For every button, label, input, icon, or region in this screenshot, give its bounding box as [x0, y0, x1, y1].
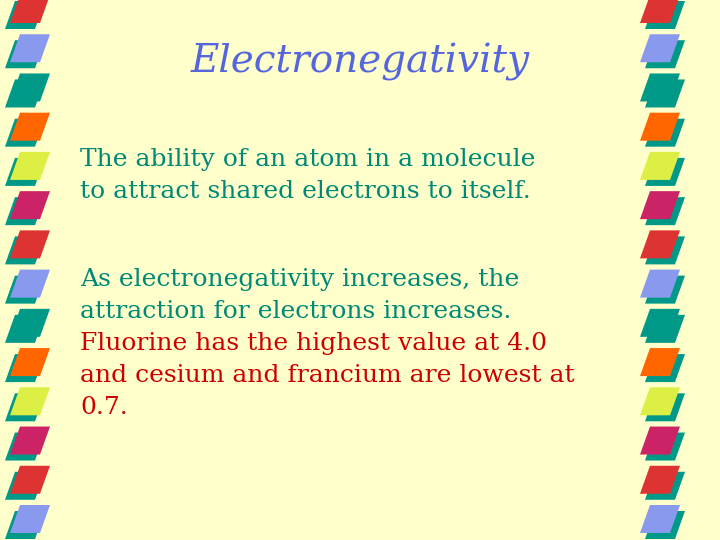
Polygon shape — [640, 0, 680, 23]
Polygon shape — [5, 40, 45, 68]
Polygon shape — [10, 427, 50, 455]
Polygon shape — [5, 315, 45, 343]
Polygon shape — [640, 191, 680, 219]
Polygon shape — [10, 231, 50, 258]
Polygon shape — [10, 466, 50, 494]
Polygon shape — [645, 472, 685, 500]
Polygon shape — [640, 309, 680, 337]
Polygon shape — [5, 472, 45, 500]
Text: to attract shared electrons to itself.: to attract shared electrons to itself. — [80, 180, 531, 203]
Polygon shape — [5, 511, 45, 539]
Polygon shape — [10, 113, 50, 141]
Polygon shape — [5, 433, 45, 461]
Polygon shape — [640, 387, 680, 415]
Polygon shape — [5, 119, 45, 147]
Polygon shape — [645, 354, 685, 382]
Polygon shape — [10, 348, 50, 376]
Polygon shape — [645, 79, 685, 107]
Polygon shape — [645, 275, 685, 303]
Polygon shape — [640, 269, 680, 298]
Polygon shape — [645, 393, 685, 421]
Polygon shape — [645, 315, 685, 343]
Polygon shape — [10, 34, 50, 62]
Polygon shape — [640, 231, 680, 258]
Polygon shape — [645, 119, 685, 147]
Polygon shape — [10, 152, 50, 180]
Polygon shape — [10, 73, 50, 102]
Polygon shape — [5, 275, 45, 303]
Polygon shape — [640, 427, 680, 455]
Polygon shape — [5, 237, 45, 265]
Polygon shape — [5, 197, 45, 225]
Polygon shape — [645, 511, 685, 539]
Polygon shape — [640, 113, 680, 141]
Polygon shape — [10, 505, 50, 533]
Polygon shape — [640, 152, 680, 180]
Polygon shape — [645, 158, 685, 186]
Polygon shape — [640, 466, 680, 494]
Polygon shape — [645, 197, 685, 225]
Polygon shape — [5, 1, 45, 29]
Polygon shape — [5, 393, 45, 421]
Polygon shape — [640, 348, 680, 376]
Polygon shape — [645, 40, 685, 68]
Polygon shape — [5, 354, 45, 382]
Polygon shape — [640, 505, 680, 533]
Polygon shape — [10, 269, 50, 298]
Text: and cesium and francium are lowest at: and cesium and francium are lowest at — [80, 364, 575, 387]
Polygon shape — [640, 73, 680, 102]
Polygon shape — [10, 191, 50, 219]
Text: Fluorine has the highest value at 4.0: Fluorine has the highest value at 4.0 — [80, 332, 547, 355]
Text: As electronegativity increases, the: As electronegativity increases, the — [80, 268, 519, 291]
Polygon shape — [10, 309, 50, 337]
Polygon shape — [640, 34, 680, 62]
Polygon shape — [645, 433, 685, 461]
Polygon shape — [5, 79, 45, 107]
Polygon shape — [10, 387, 50, 415]
Polygon shape — [645, 1, 685, 29]
Polygon shape — [10, 0, 50, 23]
Text: The ability of an atom in a molecule: The ability of an atom in a molecule — [80, 148, 536, 171]
Text: 0.7.: 0.7. — [80, 396, 127, 419]
Polygon shape — [645, 237, 685, 265]
Text: attraction for electrons increases.: attraction for electrons increases. — [80, 300, 511, 323]
Text: Electronegativity: Electronegativity — [190, 43, 530, 81]
Polygon shape — [5, 158, 45, 186]
